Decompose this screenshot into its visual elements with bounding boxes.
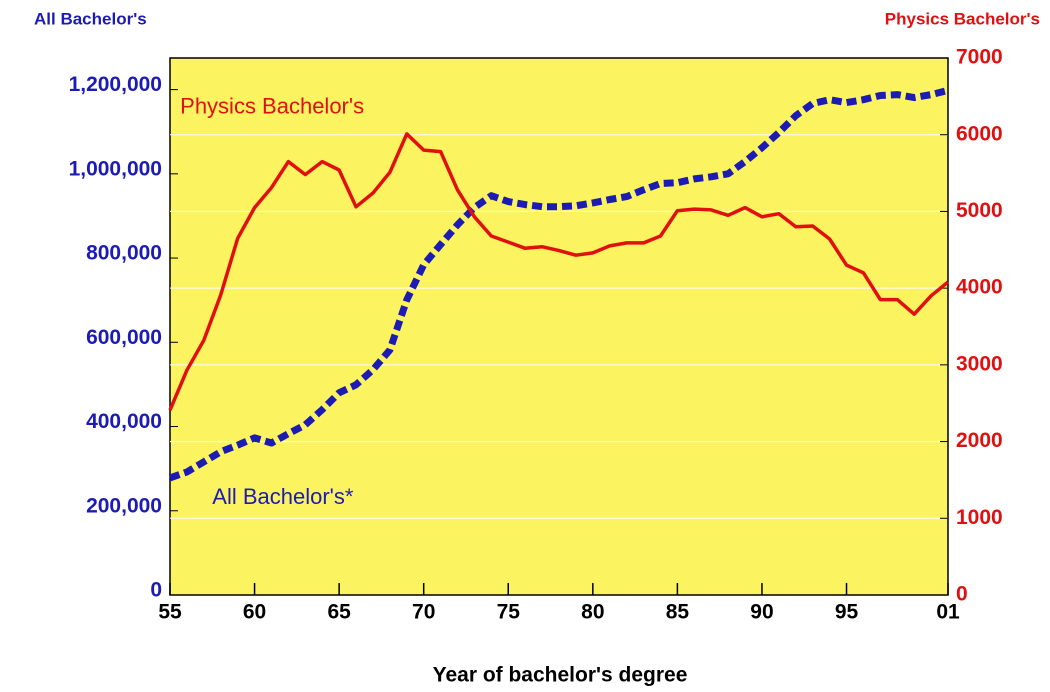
y-axis-title: All Bachelor's	[34, 9, 147, 28]
plot-area	[169, 57, 949, 596]
y2-tick-label: 3000	[956, 352, 1003, 375]
annotation: All Bachelor's*	[212, 484, 354, 509]
y-tick-label: 600,000	[86, 326, 162, 349]
x-tick-label: 70	[412, 601, 435, 624]
y-tick-label: 400,000	[86, 410, 162, 433]
x-tick-label: 65	[327, 601, 351, 624]
y2-axis-title: Physics Bachelor's	[885, 9, 1040, 28]
y2-tick-label: 5000	[956, 199, 1003, 222]
y-tick-label: 800,000	[86, 242, 162, 265]
x-tick-label: 01	[936, 601, 960, 624]
y-tick-label: 0	[150, 579, 162, 602]
series-line	[168, 132, 950, 411]
y2-tick-label: 0	[956, 583, 968, 606]
x-tick-label: 90	[750, 601, 773, 624]
x-tick-label: 80	[581, 601, 604, 624]
y2-tick-label: 1000	[956, 506, 1003, 529]
x-tick-label: 60	[243, 601, 266, 624]
x-tick-label: 75	[497, 601, 521, 624]
y-tick-label: 200,000	[86, 494, 162, 517]
series-line	[168, 87, 949, 482]
x-tick-label: 95	[835, 601, 859, 624]
x-tick-label: 85	[666, 601, 690, 624]
y2-tick-label: 2000	[956, 429, 1003, 452]
y2-tick-label: 7000	[956, 46, 1003, 69]
x-axis-title: Year of bachelor's degree	[433, 664, 688, 687]
x-tick-label: 55	[158, 601, 182, 624]
y2-tick-label: 4000	[956, 276, 1003, 299]
y2-tick-label: 6000	[956, 122, 1003, 145]
annotation: Physics Bachelor's	[180, 94, 364, 119]
y-tick-label: 1,000,000	[69, 157, 162, 180]
y-tick-label: 1,200,000	[69, 73, 162, 96]
